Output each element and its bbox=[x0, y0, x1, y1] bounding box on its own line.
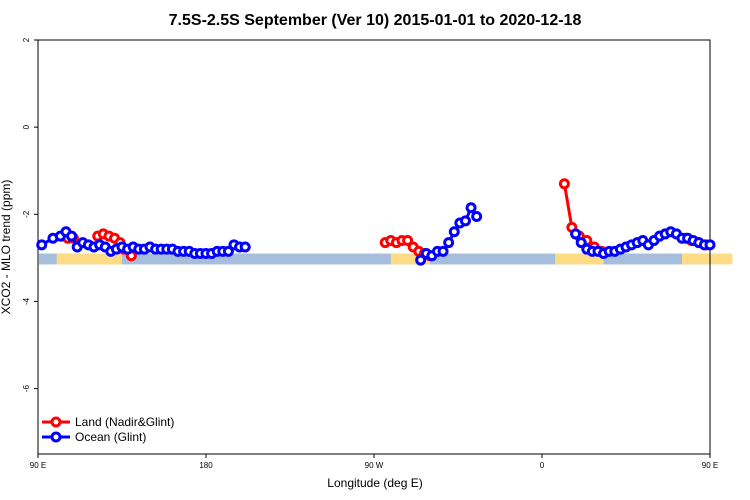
chart-title: 7.5S-2.5S September (Ver 10) 2015-01-01 … bbox=[169, 12, 582, 29]
data-point bbox=[704, 239, 716, 251]
legend-land-label: Land (Nadir&Glint) bbox=[75, 415, 174, 429]
data-point bbox=[459, 215, 471, 227]
map-land-patch bbox=[390, 253, 430, 265]
map-strip bbox=[39, 253, 733, 265]
y-axis-label: XCO2 - MLO trend (ppm) bbox=[0, 180, 13, 315]
data-point bbox=[66, 230, 78, 242]
y-tick-label: -4 bbox=[22, 297, 31, 305]
data-point bbox=[471, 210, 483, 222]
series-ocean bbox=[36, 202, 716, 266]
map-land-patch bbox=[682, 253, 733, 265]
x-ticks: 90 E 180 90 W 0 90 E bbox=[30, 454, 718, 470]
legend-ocean-marker bbox=[50, 431, 62, 443]
x-tick-label: 90 E bbox=[30, 461, 46, 470]
data-point bbox=[575, 237, 587, 249]
x-tick-label: 90 E bbox=[702, 461, 718, 470]
data-point bbox=[36, 239, 48, 251]
y-tick-label: 2 bbox=[22, 37, 31, 42]
legend-ocean-label: Ocean (Glint) bbox=[75, 430, 146, 444]
y-ticks: 2 0 -2 -4 -6 bbox=[22, 37, 38, 392]
legend-land-marker bbox=[50, 416, 62, 428]
y-tick-label: 0 bbox=[22, 124, 31, 129]
y-tick-label: -6 bbox=[22, 385, 31, 393]
y-tick-label: -2 bbox=[22, 210, 31, 218]
map-ocean-band bbox=[39, 253, 709, 265]
data-point bbox=[402, 234, 414, 246]
data-point bbox=[222, 245, 234, 257]
data-point bbox=[558, 178, 570, 190]
x-tick-label: 180 bbox=[199, 461, 213, 470]
data-point bbox=[437, 245, 449, 257]
data-point bbox=[570, 228, 582, 240]
x-tick-label: 0 bbox=[540, 461, 545, 470]
x-axis-label: Longitude (deg E) bbox=[327, 476, 422, 490]
map-land-patch bbox=[555, 253, 604, 265]
data-point bbox=[448, 226, 460, 238]
data-point bbox=[443, 237, 455, 249]
data-point bbox=[465, 202, 477, 214]
x-tick-label: 90 W bbox=[365, 461, 384, 470]
series-layer bbox=[36, 178, 716, 266]
map-land-patch bbox=[56, 253, 122, 265]
legend: Land (Nadir&Glint) Ocean (Glint) bbox=[42, 415, 174, 444]
data-point bbox=[239, 241, 251, 253]
data-point bbox=[415, 254, 427, 266]
